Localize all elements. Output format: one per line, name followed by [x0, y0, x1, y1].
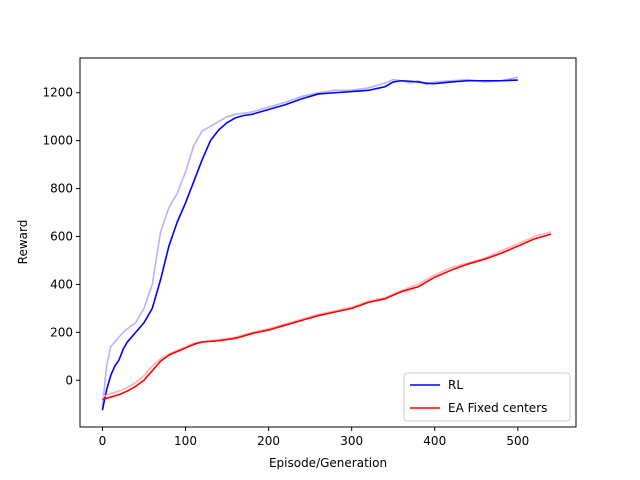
- y-tick-label: 600: [50, 230, 73, 244]
- x-axis-ticks: 0 100 200 300 400 500: [99, 427, 529, 448]
- x-tick-label: 500: [506, 434, 529, 448]
- x-tick-label: 300: [340, 434, 363, 448]
- x-tick-label: 400: [423, 434, 446, 448]
- series-line-ea-fixed-centers: [102, 233, 552, 401]
- plot-frame: [79, 57, 577, 428]
- legend: RL EA Fixed centers: [403, 372, 571, 422]
- plot-layer: [101, 76, 552, 411]
- y-tick-label: 1200: [42, 86, 73, 100]
- x-tick-label: 100: [174, 434, 197, 448]
- y-tick-label: 800: [50, 182, 73, 196]
- legend-label-rl: RL: [448, 378, 463, 392]
- y-tick-label: 400: [50, 277, 73, 291]
- y-axis-label: Reward: [16, 220, 30, 265]
- x-axis-label: Episode/Generation: [269, 456, 387, 470]
- y-tick-label: 1000: [42, 134, 73, 148]
- y-axis-ticks: 0 200 400 600 800 1000 1200: [42, 86, 80, 387]
- series-line-rl: [101, 79, 518, 411]
- x-tick-label: 200: [257, 434, 280, 448]
- legend-label-ea-fixed-centers: EA Fixed centers: [448, 401, 547, 415]
- y-tick-label: 0: [65, 373, 73, 387]
- x-tick-label: 0: [99, 434, 107, 448]
- series-raw-ea-fixed-centers: [102, 230, 552, 398]
- legend-box: [403, 372, 571, 422]
- y-tick-label: 200: [50, 325, 73, 339]
